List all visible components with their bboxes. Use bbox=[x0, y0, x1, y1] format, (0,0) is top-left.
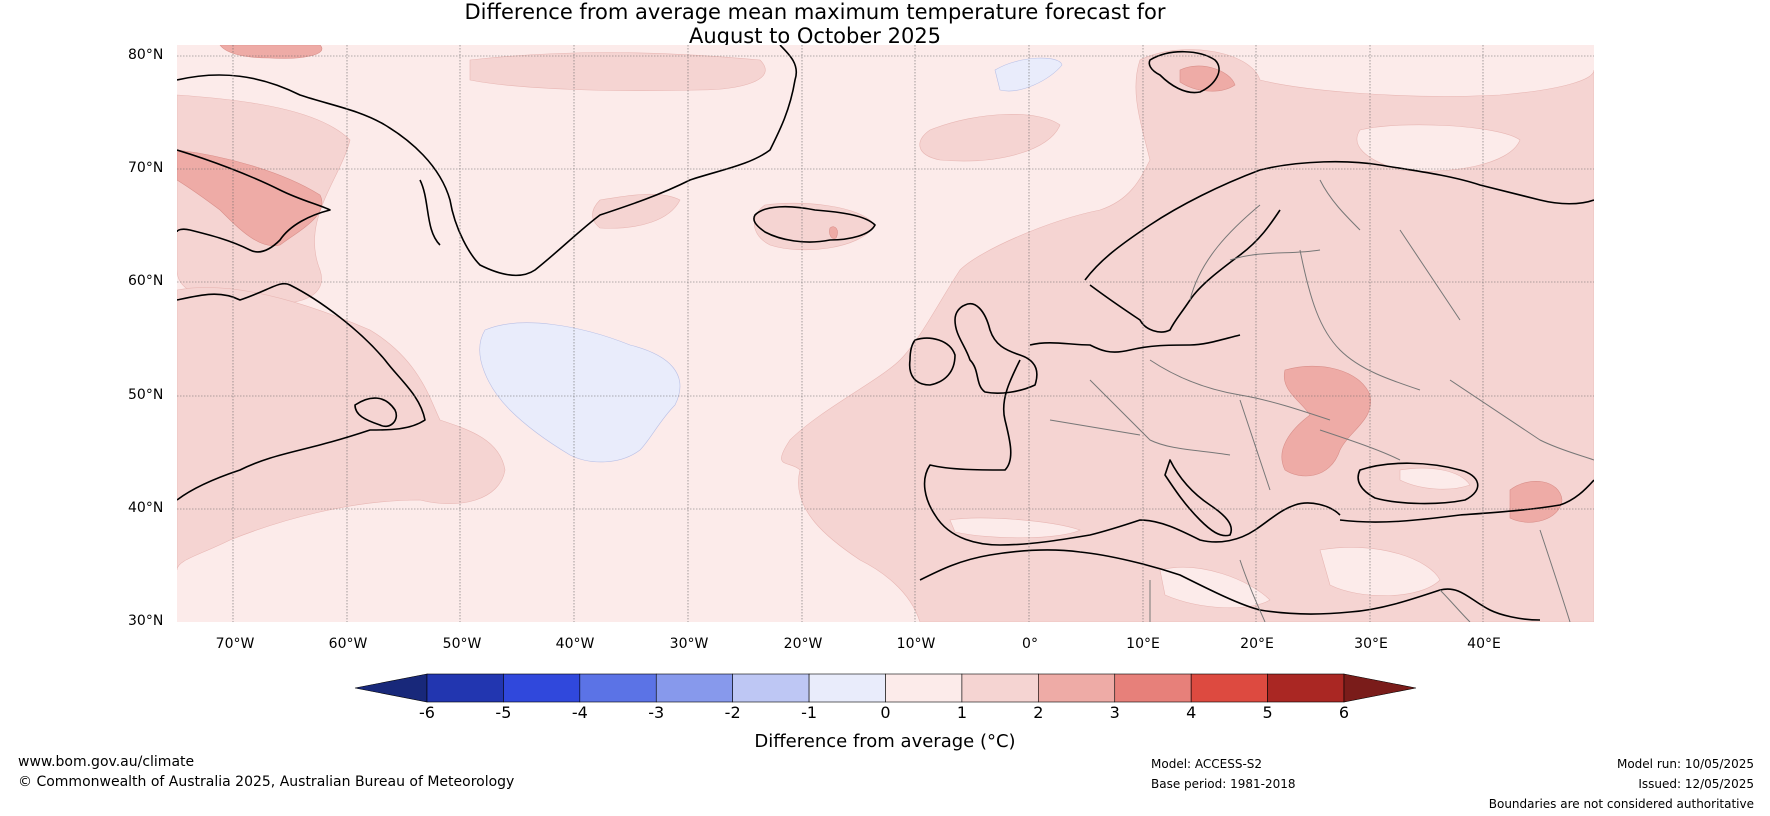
coastline-iceland bbox=[753, 205, 876, 243]
lon-label-50w: 50°W bbox=[442, 636, 482, 652]
coastline-baffin bbox=[177, 149, 331, 253]
footer-model-run: Model run: 10/05/2025 bbox=[1616, 757, 1754, 771]
lon-label-30e: 30°E bbox=[1354, 636, 1388, 652]
colorbar-tick-label: 5 bbox=[1262, 703, 1273, 722]
colorbar-tick-label: 0 bbox=[880, 703, 891, 722]
gridlines bbox=[177, 45, 1594, 622]
colorbar-tick-label: -2 bbox=[724, 703, 741, 722]
footer-base-period: Base period: 1981-2018 bbox=[1151, 777, 1296, 791]
anomaly-region-1-2 bbox=[177, 49, 1594, 622]
colorbar-segment bbox=[885, 673, 963, 703]
colorbar-segment bbox=[1038, 673, 1116, 703]
anomaly-region-0-1-patches bbox=[949, 124, 1521, 609]
colorbar-segment bbox=[1190, 673, 1268, 703]
coastline-labrador bbox=[177, 282, 426, 501]
coastlines bbox=[177, 45, 1594, 621]
colorbar-segment bbox=[1267, 673, 1345, 703]
footer-disclaimer: Boundaries are not considered authoritat… bbox=[1488, 797, 1754, 811]
footer-website: www.bom.gov.au/climate bbox=[18, 754, 195, 770]
coastline-greenland bbox=[177, 45, 798, 277]
colorbar-tick-label: 4 bbox=[1186, 703, 1197, 722]
lon-label-20e: 20°E bbox=[1240, 636, 1274, 652]
colorbar-tick-label: -5 bbox=[495, 703, 512, 722]
colorbar-tick-label: -3 bbox=[648, 703, 665, 722]
lon-label-10w: 10°W bbox=[896, 636, 936, 652]
footer-model: Model: ACCESS-S2 bbox=[1151, 757, 1263, 771]
coastline-europe bbox=[1084, 160, 1594, 281]
colorbar-tick-label: 2 bbox=[1033, 703, 1044, 722]
coastline-north-africa bbox=[919, 549, 1541, 621]
colorbar-tick-label: -1 bbox=[801, 703, 818, 722]
colorbar-tick-label: 6 bbox=[1338, 703, 1350, 722]
coastline-black-sea bbox=[1357, 462, 1479, 505]
colorbar-segment bbox=[426, 673, 504, 703]
lat-label-50n: 50°N bbox=[128, 387, 164, 403]
coastline-britain bbox=[954, 303, 1038, 394]
colorbar-tick-label: 1 bbox=[956, 703, 967, 722]
lon-label-30w: 30°W bbox=[669, 636, 709, 652]
colorbar-tick-label: -6 bbox=[419, 703, 435, 722]
country-borders bbox=[1049, 179, 1594, 622]
title-line-1: Difference from average mean maximum tem… bbox=[464, 0, 1166, 24]
map-area bbox=[177, 45, 1594, 622]
colorbar-segment bbox=[503, 673, 581, 703]
anomaly-region-2-3 bbox=[177, 45, 1563, 523]
footer-copyright: © Commonwealth of Australia 2025, Austra… bbox=[18, 774, 515, 790]
footer-issued: Issued: 12/05/2025 bbox=[1638, 777, 1754, 791]
lon-label-60w: 60°W bbox=[328, 636, 368, 652]
lon-label-40w: 40°W bbox=[555, 636, 595, 652]
colorbar-over-extension bbox=[1343, 673, 1417, 703]
lat-label-70n: 70°N bbox=[128, 160, 164, 176]
colorbar-under-extension bbox=[354, 673, 428, 703]
colorbar-segment bbox=[961, 673, 1039, 703]
lat-label-60n: 60°N bbox=[128, 273, 164, 289]
coastline-italy bbox=[1164, 459, 1232, 537]
coastline-svalbard bbox=[1148, 50, 1220, 94]
map-title: Difference from average mean maximum tem… bbox=[0, 0, 1630, 48]
colorbar-segment bbox=[1114, 673, 1192, 703]
lon-label-0: 0° bbox=[1022, 636, 1038, 652]
lat-label-30n: 30°N bbox=[128, 613, 164, 629]
lon-label-40e: 40°E bbox=[1467, 636, 1501, 652]
lon-label-20w: 20°W bbox=[783, 636, 823, 652]
colorbar-segment bbox=[808, 673, 886, 703]
coastline-ireland bbox=[908, 337, 956, 386]
colorbar-label: Difference from average (°C) bbox=[754, 731, 1016, 752]
colorbar-tick-label: 3 bbox=[1109, 703, 1120, 722]
lat-label-80n: 80°N bbox=[128, 47, 164, 63]
colorbar-tick-label: -4 bbox=[571, 703, 588, 722]
colorbar-segment bbox=[732, 673, 810, 703]
anomaly-region-negative-0-1 bbox=[479, 57, 1063, 463]
colorbar-segment bbox=[655, 673, 733, 703]
lat-label-40n: 40°N bbox=[128, 500, 164, 516]
lon-label-10e: 10°E bbox=[1126, 636, 1160, 652]
title-line-2: August to October 2025 bbox=[688, 24, 942, 48]
lon-label-70w: 70°W bbox=[215, 636, 255, 652]
colorbar bbox=[354, 673, 1417, 703]
colorbar-segment bbox=[579, 673, 657, 703]
